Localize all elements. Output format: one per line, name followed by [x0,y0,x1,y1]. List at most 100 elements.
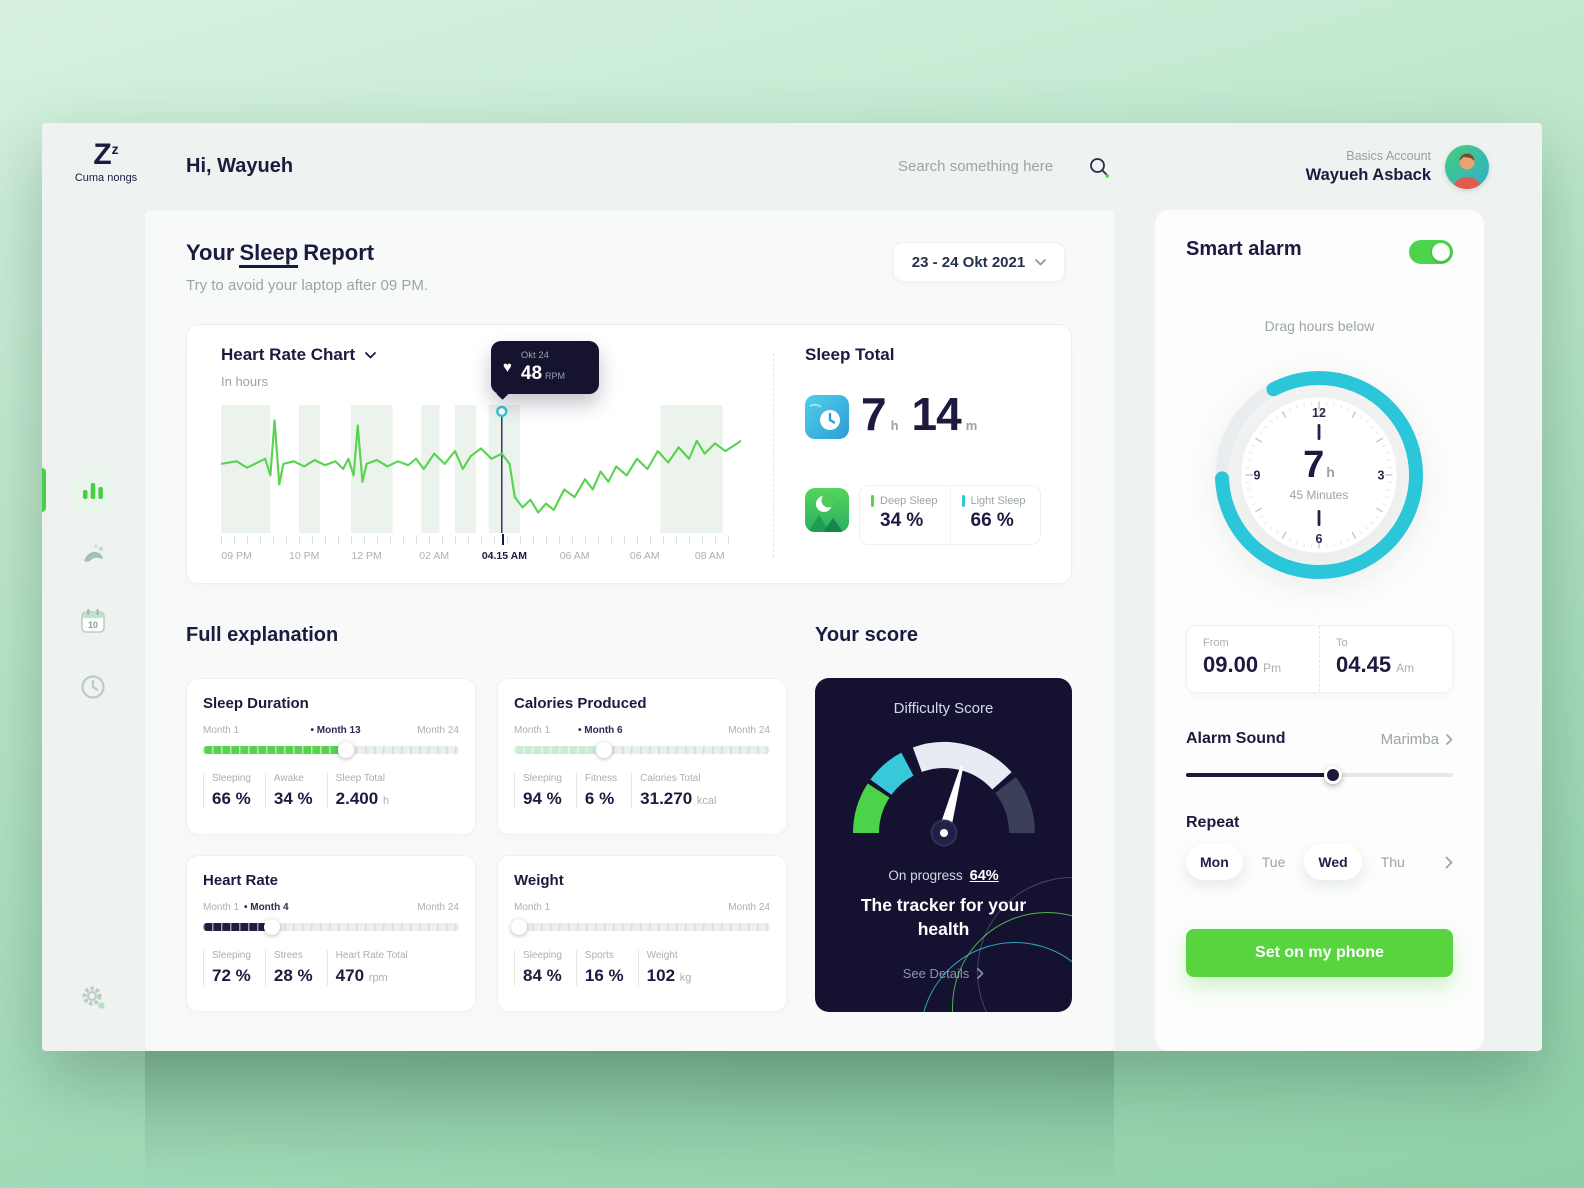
account-menu[interactable]: Basics Account Wayueh Asback [1306,123,1489,210]
score-card-title: Difficulty Score [893,700,994,717]
deep-sleep-stat: Deep Sleep 34 % [860,486,950,544]
slider-track [514,746,770,754]
slider-handle[interactable] [1323,766,1342,784]
logo-caption: Cuma nongs [74,172,138,184]
moon-icon [805,488,849,532]
sidebar-item-history[interactable] [71,665,115,709]
from-time: From 09.00 Pm [1203,637,1282,677]
window-reflection [145,1051,1114,1188]
stat-heart-rate-total: Heart Rate Total 470 rpm [326,950,408,986]
x-axis-label: 08 AM [694,550,725,562]
dial-progress-arc[interactable] [1215,371,1423,579]
stat-sleeping: Sleeping 66 % [203,773,251,809]
x-axis-label: 12 PM [351,550,382,562]
month-current-label: • Month 4 [243,902,289,913]
vertical-divider [773,353,774,557]
calories-slider[interactable] [514,742,770,758]
date-range-selector[interactable]: 23 - 24 Okt 2021 [893,242,1065,282]
tooltip-value: 48 [520,363,543,384]
clock-ticks [1245,401,1393,549]
clock-numbers: 12 3 6 9 [1254,406,1385,546]
repeat-days: Mon Tue Wed Thu [1186,844,1453,880]
x-axis-ticks [221,534,741,545]
repeat-label: Repeat [1186,814,1240,831]
search-input[interactable] [898,158,1076,175]
month-end-label: Month 24 [728,725,770,736]
x-axis-label: 02 AM [419,550,450,562]
your-score-heading: Your score [815,624,918,646]
slider-fill [203,746,347,754]
weight-slider[interactable] [511,919,770,935]
sidebar-item-settings[interactable] [71,975,115,1019]
month-start-label: Month 1 [514,902,551,913]
difficulty-score-card: Difficulty Score On progress 64% The trac… [815,678,1072,1012]
light-sleep-stat: Light Sleep 66 % [949,486,1041,544]
day-pill-wed[interactable]: Wed [1304,844,1362,880]
more-days-chevron[interactable] [1445,856,1453,869]
sleep-icon [84,544,103,562]
chart-tooltip: ♥ Okt 24 48 RPM [491,341,599,400]
alarm-sound-label: Alarm Sound [1186,730,1286,747]
date-range-value: 23 - 24 Okt 2021 [911,253,1026,271]
account-type: Basics Account [1346,148,1431,163]
alarm-minutes: 45 Minutes [1289,488,1349,502]
heart-rate-summary-card: Heart Rate Month 1 • Month 4 Month 24 Sl… [186,855,476,1012]
heart-rate-chart-dropdown[interactable]: Heart Rate Chart [221,345,377,365]
slider-fill [203,923,273,931]
sleep-duration-slider[interactable] [203,742,459,758]
to-time: To 04.45 Am [1319,626,1452,692]
tooltip-date: Okt 24 [520,350,549,361]
sleep-duration-card: Sleep Duration Month 1 • Month 13 Month … [186,678,476,835]
alarm-hours: 7 [1303,444,1325,486]
slider-handle[interactable] [338,742,355,758]
chart-subtitle: In hours [221,374,268,389]
search-icon[interactable] [1088,156,1110,178]
set-on-phone-button[interactable]: Set on my phone [1186,929,1453,977]
month-start-label: Month 1 [203,902,240,913]
app-logo[interactable]: Zz Cuma nongs [64,138,148,185]
slider-track [514,923,770,931]
day-pill-tue[interactable]: Tue [1261,854,1286,870]
slider-fill [1186,773,1333,777]
sidebar-item-sleep[interactable] [71,534,115,578]
slider-handle[interactable] [264,919,281,935]
slider-handle[interactable] [511,919,528,935]
sleep-time-icon [805,395,849,439]
from-to-card: From 09.00 Pm To 04.45 Am [1186,625,1453,693]
stat-awake: Awake 34 % [264,773,313,809]
sleep-minutes: 14 [911,388,962,440]
x-axis-labels: 09 PM 10 PM 12 PM 02 AM 04.15 AM 06 AM 06 AM 08… [221,550,741,564]
alarm-volume-slider[interactable] [1186,766,1453,784]
search-bar[interactable] [898,123,1110,210]
month-current-label: • Month 6 [578,725,623,736]
title-underlined-word: Sleep [239,240,299,268]
weight-card: Weight Month 1 Month 24 Sleeping 84 % Sp… [497,855,787,1012]
alarm-sound-selector[interactable]: Marimba [1381,731,1453,748]
smart-alarm-title: Smart alarm [1186,238,1302,260]
day-pill-mon[interactable]: Mon [1186,844,1243,880]
clock-hand-top [1317,424,1321,440]
sleep-total-title: Sleep Total [805,345,895,364]
card-title: Weight [514,872,564,889]
smart-alarm-toggle[interactable] [1409,240,1453,264]
sidebar-item-statistics[interactable] [71,468,115,512]
progress-label: On progress [888,868,963,883]
heart-rate-line-chart[interactable] [221,405,741,533]
deep-sleep-value: 34 % [880,510,924,531]
sidebar-item-calendar[interactable]: 10 [71,599,115,643]
day-pill-thu[interactable]: Thu [1380,854,1405,870]
bar-chart-icon [83,483,103,499]
heart-icon: ♥ [503,359,512,376]
month-end-label: Month 24 [417,902,459,913]
stat-sleeping: Sleeping 84 % [514,950,562,986]
month-end-label: Month 24 [728,902,770,913]
heart-rate-slider[interactable] [203,919,459,935]
chevron-right-icon [1446,733,1453,745]
avatar[interactable] [1445,144,1489,189]
chevron-down-icon [1035,258,1047,266]
sleep-total-time: 7 h 14 m [861,388,978,440]
slider-handle[interactable] [595,742,612,758]
logo-mark: Z [93,138,112,171]
